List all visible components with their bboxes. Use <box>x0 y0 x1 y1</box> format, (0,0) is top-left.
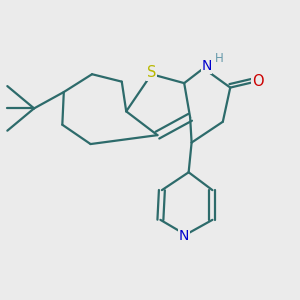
Text: S: S <box>147 65 156 80</box>
Text: N: N <box>179 229 189 243</box>
Text: H: H <box>214 52 223 65</box>
Text: O: O <box>252 74 264 89</box>
Text: N: N <box>201 59 212 73</box>
